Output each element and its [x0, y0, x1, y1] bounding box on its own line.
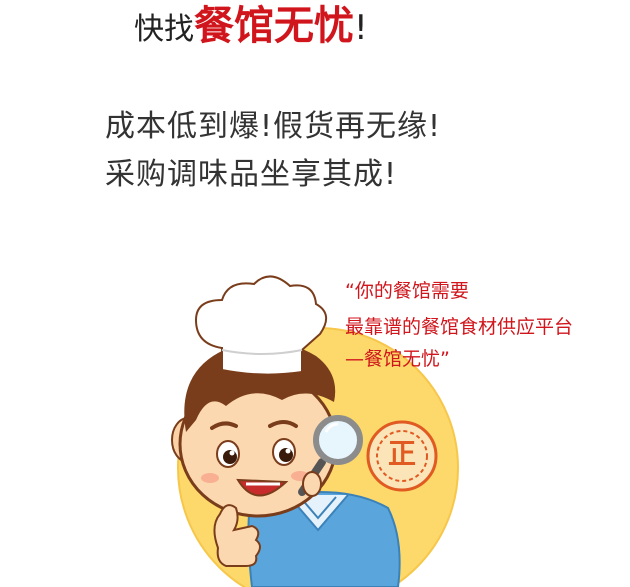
title-prefix: 快找: [134, 12, 194, 47]
magnifier-icon: [298, 415, 363, 497]
title: 快找餐馆无忧!: [134, 6, 368, 46]
stamp-text: 正: [387, 437, 416, 470]
brand-name: 餐馆无忧: [194, 3, 354, 49]
quote-line-3: —餐馆无忧”: [345, 348, 450, 370]
genuine-stamp-icon: [366, 420, 438, 492]
slogan-line-2: 采购调味品坐享其成!: [105, 157, 398, 192]
title-exclamation: !: [354, 8, 368, 48]
chef-hat-icon: [194, 275, 327, 376]
quote-line-2: 最靠谱的餐馆食材供应平台: [345, 316, 574, 338]
thumbs-up-hand: [213, 504, 261, 567]
quote-line-1: “你的餐馆需要: [345, 280, 469, 302]
slogan-line-1: 成本低到爆!假货再无缘!: [105, 109, 442, 144]
